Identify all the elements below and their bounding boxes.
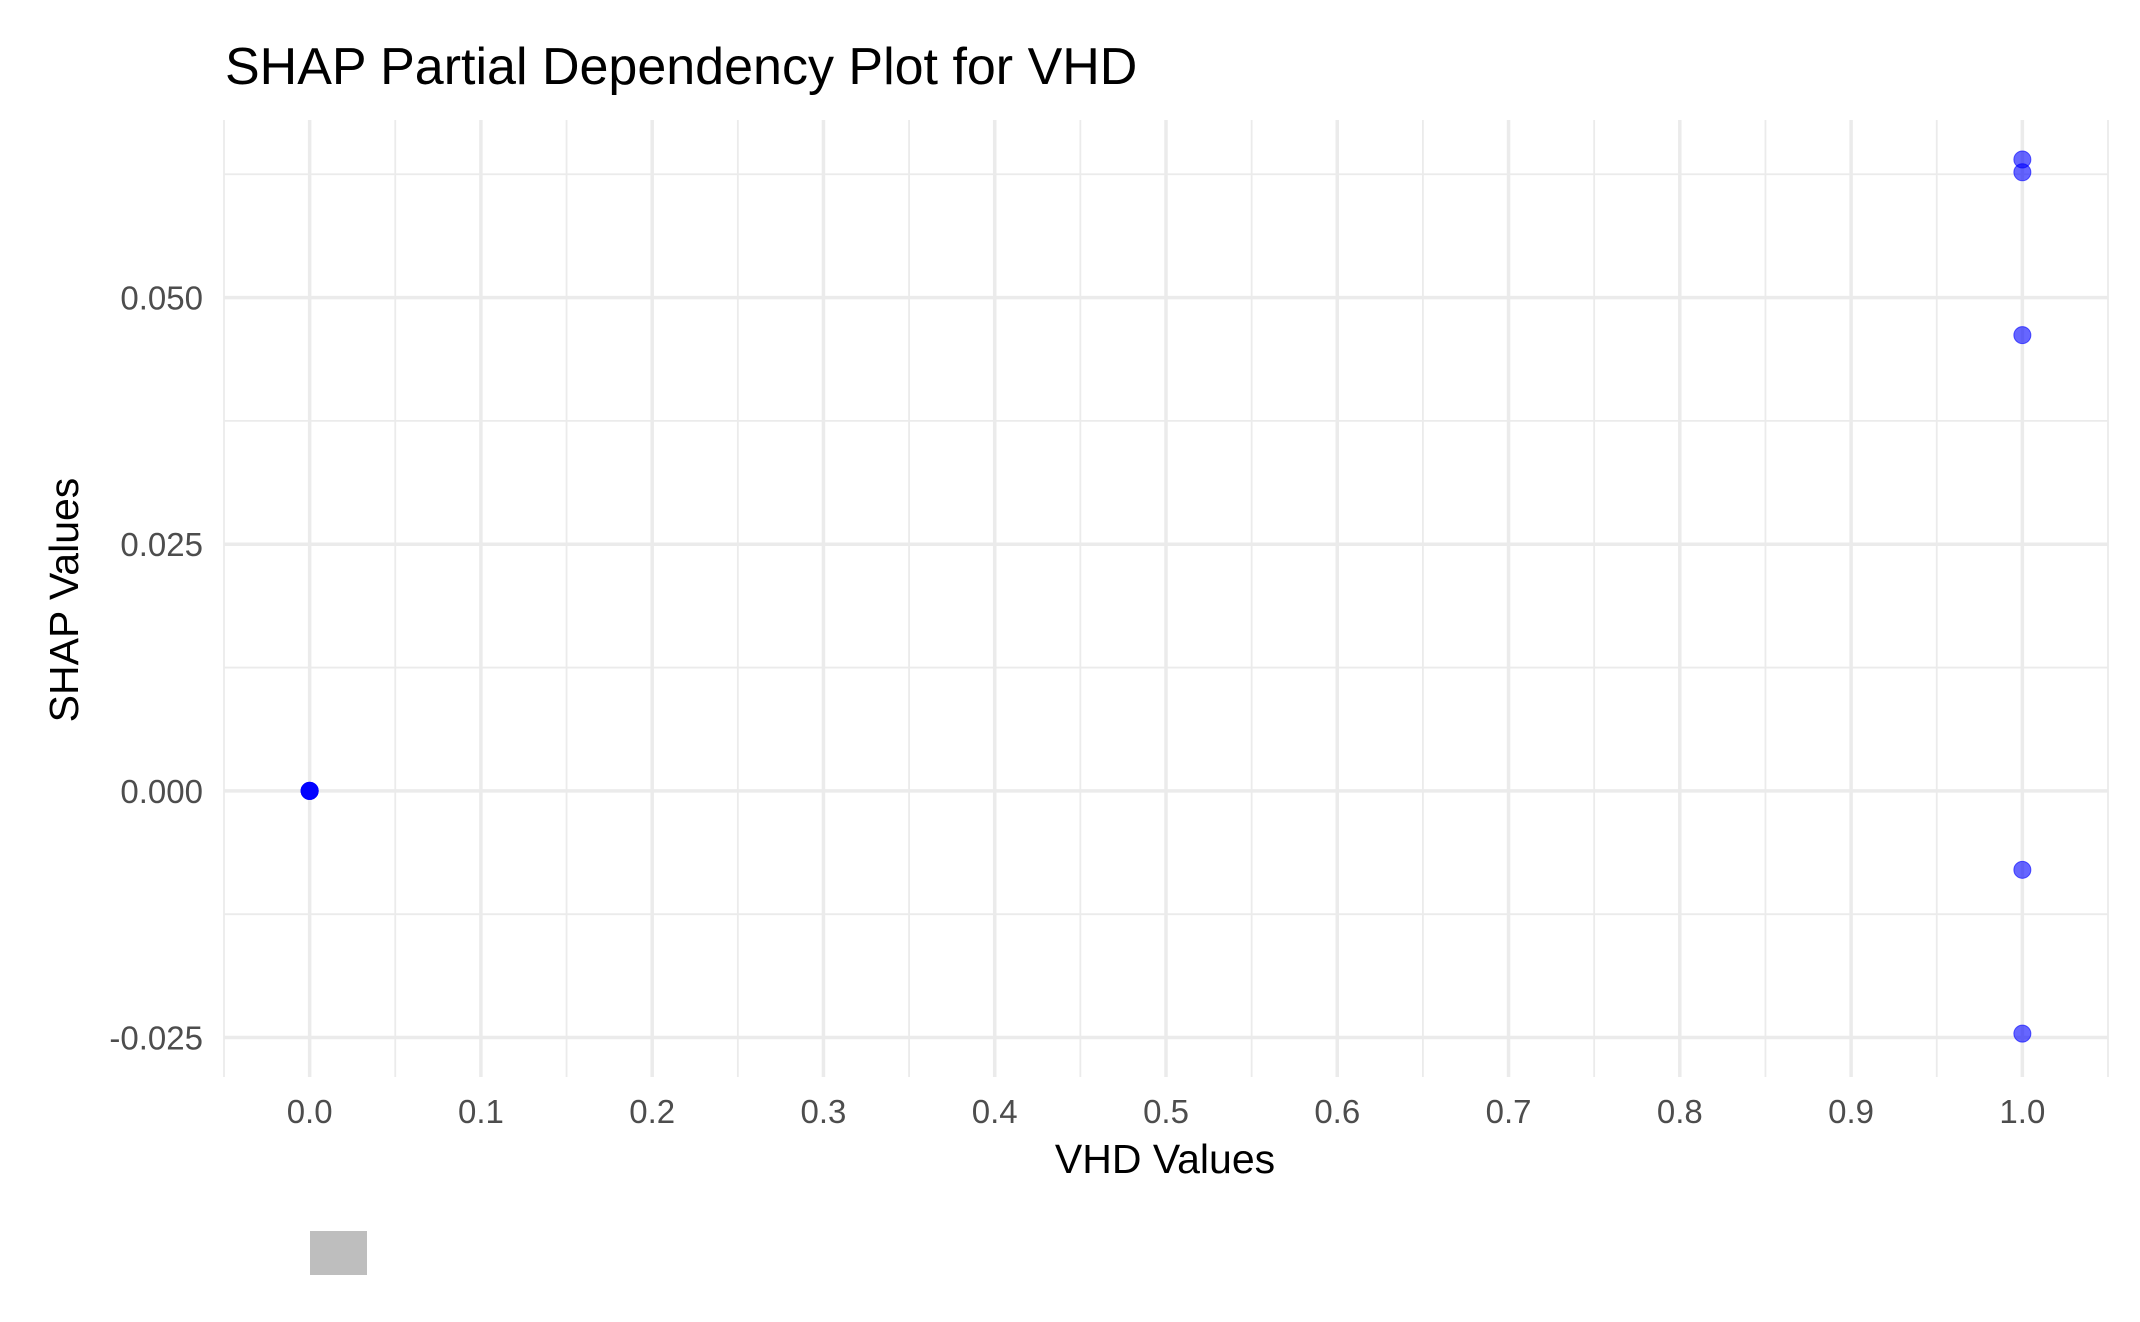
y-tick-label: 0.000 bbox=[120, 773, 203, 810]
y-tick-label: 0.025 bbox=[120, 526, 203, 563]
x-tick-label: 0.2 bbox=[629, 1093, 675, 1130]
x-tick-label: 0.1 bbox=[458, 1093, 504, 1130]
minor-gridlines-x bbox=[223, 120, 2109, 1077]
x-tick-label: 0.5 bbox=[1143, 1093, 1189, 1130]
data-point bbox=[2013, 1024, 2032, 1043]
x-tick-label: 0.9 bbox=[1828, 1093, 1874, 1130]
major-gridlines-y bbox=[224, 295, 2108, 1040]
data-point bbox=[2013, 326, 2032, 345]
y-tick-label: -0.025 bbox=[109, 1020, 203, 1057]
data-point bbox=[2013, 163, 2032, 182]
legend-key-swatch bbox=[310, 1231, 367, 1275]
x-tick-label: 1.0 bbox=[1999, 1093, 2045, 1130]
y-tick-label: 0.050 bbox=[120, 280, 203, 317]
x-tick-label: 0.8 bbox=[1657, 1093, 1703, 1130]
x-tick-label: 0.7 bbox=[1486, 1093, 1532, 1130]
x-axis-title: VHD Values bbox=[1055, 1136, 1275, 1182]
major-gridlines-x bbox=[307, 120, 2025, 1077]
x-axis-tick-labels: 0.0 0.1 0.2 0.3 0.4 0.5 0.6 0.7 0.8 0.9 1.0 bbox=[287, 1093, 2046, 1130]
x-tick-label: 0.6 bbox=[1314, 1093, 1360, 1130]
x-tick-label: 0.4 bbox=[972, 1093, 1018, 1130]
x-tick-label: 0.0 bbox=[287, 1093, 333, 1130]
y-axis-tick-labels: -0.025 0.000 0.025 0.050 bbox=[109, 280, 203, 1057]
chart-title: SHAP Partial Dependency Plot for VHD bbox=[225, 38, 1137, 96]
x-tick-label: 0.3 bbox=[801, 1093, 847, 1130]
data-point bbox=[2013, 860, 2032, 879]
y-axis-title: SHAP Values bbox=[41, 478, 87, 723]
data-points bbox=[300, 150, 2032, 1043]
data-point bbox=[300, 781, 319, 800]
